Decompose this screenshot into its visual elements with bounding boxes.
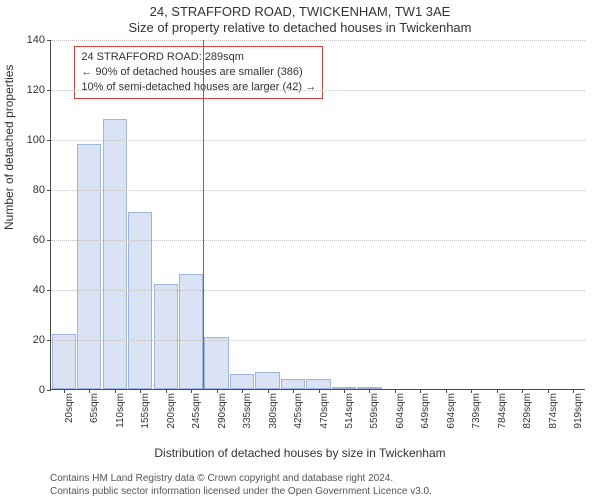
x-tick-label: 559sqm — [369, 393, 380, 429]
gridline — [51, 340, 585, 341]
histogram-bar — [128, 212, 152, 390]
x-tick-label: 829sqm — [522, 393, 533, 429]
x-tick-label: 514sqm — [344, 393, 355, 429]
x-tick-label: 919sqm — [573, 393, 584, 429]
x-tick-label: 739sqm — [471, 393, 482, 429]
y-tick-label: 20 — [33, 334, 45, 346]
x-tick-label: 65sqm — [89, 393, 100, 423]
x-tick-label: 874sqm — [548, 393, 559, 429]
footer-line-1: Contains HM Land Registry data © Crown c… — [50, 472, 432, 485]
histogram-bar — [77, 144, 101, 389]
x-axis-label: Distribution of detached houses by size … — [0, 446, 600, 460]
x-tick-label: 380sqm — [268, 393, 279, 429]
histogram-bar — [179, 274, 203, 389]
y-tick-label: 40 — [33, 284, 45, 296]
y-tick-label: 80 — [33, 184, 45, 196]
annotation-line-3: 10% of semi-detached houses are larger (… — [81, 80, 316, 95]
y-tick-mark — [47, 140, 51, 141]
histogram-bar — [230, 374, 254, 389]
page-title-line1: 24, STRAFFORD ROAD, TWICKENHAM, TW1 3AE — [0, 4, 600, 19]
gridline — [51, 90, 585, 91]
histogram-bar — [154, 284, 178, 389]
gridline — [51, 40, 585, 41]
x-tick-label: 155sqm — [140, 393, 151, 429]
x-tick-label: 470sqm — [319, 393, 330, 429]
page-title-line2: Size of property relative to detached ho… — [0, 20, 600, 35]
chart-container: 24, STRAFFORD ROAD, TWICKENHAM, TW1 3AE … — [0, 0, 600, 500]
histogram-bar — [52, 334, 76, 389]
y-tick-label: 100 — [27, 134, 45, 146]
plot-area: 24 STRAFFORD ROAD: 289sqm ← 90% of detac… — [50, 40, 585, 390]
gridline — [51, 240, 585, 241]
y-tick-mark — [47, 340, 51, 341]
histogram-bar — [103, 119, 127, 389]
marker-line — [203, 40, 204, 389]
histogram-bar — [255, 372, 279, 390]
y-tick-label: 60 — [33, 234, 45, 246]
y-tick-mark — [47, 40, 51, 41]
y-tick-mark — [47, 90, 51, 91]
y-tick-mark — [47, 290, 51, 291]
y-tick-label: 120 — [27, 84, 45, 96]
x-tick-label: 290sqm — [217, 393, 228, 429]
x-tick-label: 694sqm — [446, 393, 457, 429]
x-tick-label: 245sqm — [191, 393, 202, 429]
x-tick-label: 335sqm — [242, 393, 253, 429]
x-tick-label: 20sqm — [64, 393, 75, 423]
annotation-line-1: 24 STRAFFORD ROAD: 289sqm — [81, 50, 316, 65]
histogram-bar — [281, 379, 305, 389]
x-tick-label: 425sqm — [293, 393, 304, 429]
y-tick-label: 140 — [27, 34, 45, 46]
y-tick-mark — [47, 390, 51, 391]
x-tick-label: 200sqm — [166, 393, 177, 429]
gridline — [51, 190, 585, 191]
y-tick-mark — [47, 190, 51, 191]
y-axis-label: Number of detached properties — [2, 65, 16, 230]
footer-line-2: Contains public sector information licen… — [50, 485, 432, 498]
x-tick-label: 649sqm — [420, 393, 431, 429]
histogram-bar — [204, 337, 228, 390]
y-tick-mark — [47, 240, 51, 241]
histogram-bar — [306, 379, 330, 389]
x-tick-label: 784sqm — [497, 393, 508, 429]
gridline — [51, 140, 585, 141]
y-tick-label: 0 — [39, 384, 45, 396]
gridline — [51, 290, 585, 291]
footer: Contains HM Land Registry data © Crown c… — [50, 472, 432, 498]
x-tick-label: 604sqm — [395, 393, 406, 429]
x-tick-label: 110sqm — [115, 393, 126, 428]
annotation-line-2: ← 90% of detached houses are smaller (38… — [81, 65, 316, 80]
